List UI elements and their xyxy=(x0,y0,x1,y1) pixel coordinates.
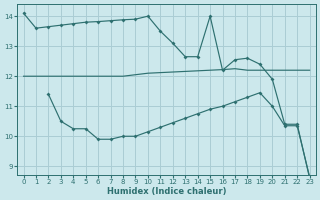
X-axis label: Humidex (Indice chaleur): Humidex (Indice chaleur) xyxy=(107,187,226,196)
